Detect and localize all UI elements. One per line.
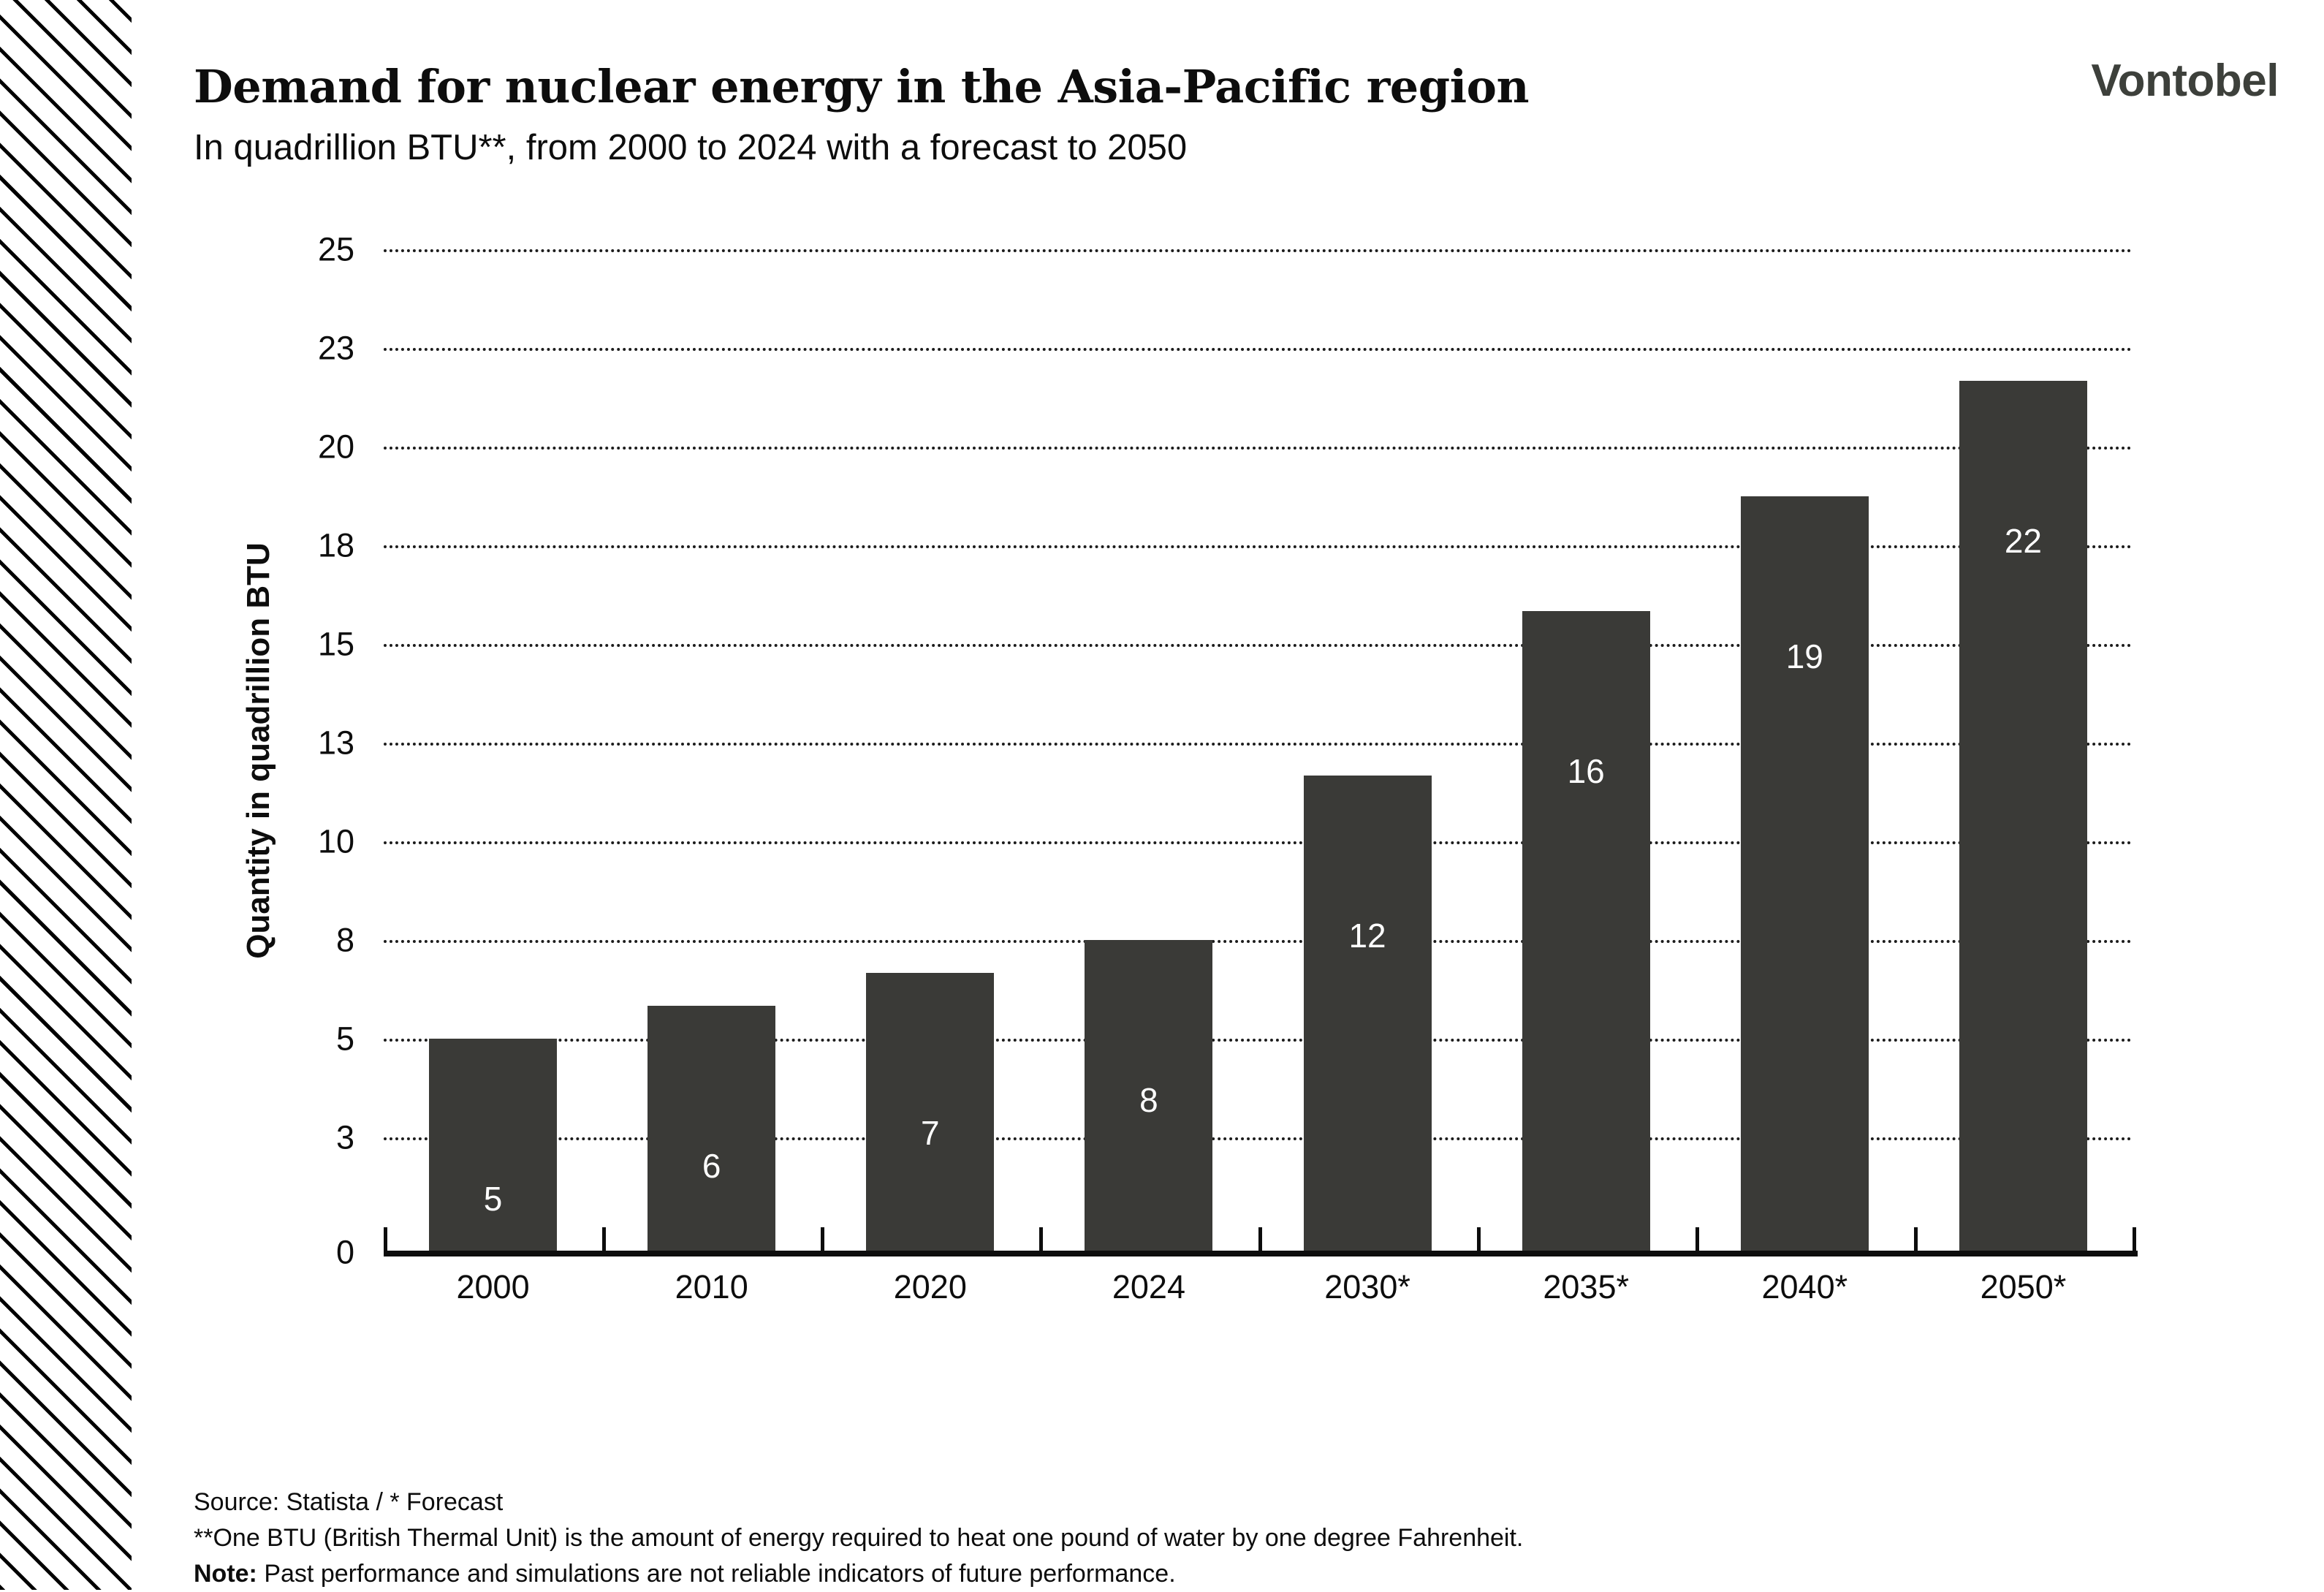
x-axis-tick [1476,1227,1481,1252]
bar-value-label: 19 [1785,637,1823,675]
vontobel-logo: Vontobel [2091,56,2279,106]
footer-note-text: Past performance and simulations are not… [257,1559,1176,1588]
y-axis-tick-label: 5 [335,1020,354,1058]
y-axis-tick-label: 23 [317,329,354,367]
y-axis-tick-label: 10 [317,822,354,860]
bar[interactable]: 6 [648,1006,776,1252]
bar-value-label: 12 [1348,917,1386,955]
bar-value-label: 22 [2004,522,2043,560]
x-axis-line [384,1251,2138,1256]
x-axis-tick-label: 2010 [675,1268,748,1305]
x-axis-tick-label: 2000 [456,1268,530,1305]
gridline [384,447,2133,450]
page-title: Demand for nuclear energy in the Asia-Pa… [194,60,1530,113]
bar-value-label: 8 [1139,1081,1158,1119]
gridline [384,1039,2133,1042]
gridline [384,743,2133,746]
y-axis-tick-label: 0 [335,1233,354,1271]
bar-value-label: 16 [1567,752,1605,790]
y-axis-tick-label: 20 [317,428,354,466]
decorative-stripe-band [0,0,132,1590]
x-axis-tick-label: 2050* [1980,1268,2067,1305]
x-axis-tick-label: 2020 [893,1268,967,1305]
bar-value-label: 5 [483,1180,503,1218]
bar-value-label: 7 [921,1114,940,1152]
gridline [384,348,2133,351]
bar[interactable]: 22 [1959,381,2087,1252]
footer-footnote: **One BTU (British Thermal Unit) is the … [194,1523,1524,1552]
x-axis-tick [602,1227,607,1252]
chart-plot-area: 5 6 7 8 12 16 19 22 [384,249,2133,1252]
footer-source: Source: Statista / * Forecast [194,1488,504,1516]
x-axis-tick [1258,1227,1262,1252]
y-axis-tick-label: 18 [317,526,354,564]
y-axis-tick-label: 15 [317,625,354,663]
bar[interactable]: 7 [866,973,995,1252]
x-axis-tick-label: 2030* [1324,1268,1410,1305]
x-axis-tick [384,1227,387,1252]
x-axis-tick [1039,1227,1044,1252]
y-axis-tick-label: 25 [317,230,354,268]
x-axis-tick [1695,1227,1699,1252]
footer-note-label: Note: [194,1559,257,1588]
x-axis-tick-label: 2024 [1112,1268,1185,1305]
x-axis-tick [2133,1227,2136,1252]
chart-subtitle: In quadrillion BTU**, from 2000 to 2024 … [194,128,1188,167]
footer-note: Note: Past performance and simulations a… [194,1556,2094,1592]
bar[interactable]: 19 [1740,496,1869,1252]
bar[interactable]: 5 [429,1039,558,1252]
gridline [384,249,2133,252]
bar[interactable]: 16 [1522,611,1650,1252]
x-axis-tick [821,1227,825,1252]
gridline [384,841,2133,844]
chart-header: Demand for nuclear energy in the Asia-Pa… [0,0,2324,205]
y-axis-tick-label: 8 [335,921,354,959]
y-axis-tick-label: 3 [335,1118,354,1156]
bar-value-label: 6 [702,1147,721,1185]
gridline [384,940,2133,943]
gridline [384,545,2133,548]
x-axis-tick-label: 2035* [1543,1268,1629,1305]
gridline [384,644,2133,647]
y-axis-tick-label: 13 [317,724,354,762]
bar[interactable]: 12 [1303,776,1432,1252]
bar[interactable]: 8 [1085,940,1213,1252]
gridline [384,1137,2133,1140]
x-axis-tick-label: 2040* [1761,1268,1848,1305]
chart-footer: Source: Statista / * Forecast **One BTU … [194,1485,2094,1592]
x-axis-tick [1913,1227,1918,1252]
